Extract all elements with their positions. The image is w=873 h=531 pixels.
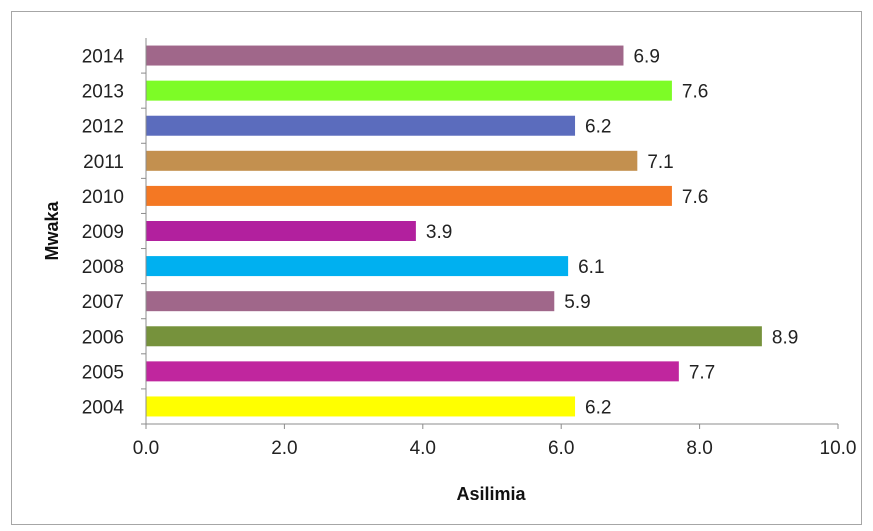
data-labels: 6.2 7.7 8.9 5.9 6.1 3.9 7.6 7.1 6.2 7.6 6.9 — [426, 47, 798, 419]
data-label-2012: 6.2 — [585, 117, 611, 138]
data-label-2014: 6.9 — [633, 47, 659, 68]
y-tick-label-2007: 2007 — [82, 292, 124, 313]
y-tick-label-2008: 2008 — [82, 257, 124, 278]
data-label-2006: 8.9 — [772, 327, 798, 348]
bar-2013 — [146, 80, 672, 101]
data-label-2008: 6.1 — [578, 257, 604, 278]
bar-2006 — [146, 326, 762, 347]
data-label-2009: 3.9 — [426, 222, 452, 243]
data-label-2011: 7.1 — [647, 152, 673, 173]
y-tick-labels: 2004 2005 2006 2007 2008 2009 2010 2011 2012 2013… — [82, 47, 146, 425]
bar-2012 — [146, 115, 576, 136]
y-tick-label-2014: 2014 — [82, 47, 125, 68]
y-tick-label-2005: 2005 — [82, 362, 124, 383]
bar-2011 — [146, 150, 638, 171]
y-tick-label-2012: 2012 — [82, 117, 124, 138]
bar-2010 — [146, 185, 672, 206]
bar-2009 — [146, 221, 416, 241]
data-label-2004: 6.2 — [585, 397, 611, 418]
y-tick-label-2011: 2011 — [83, 152, 124, 173]
y-tick-label-2013: 2013 — [82, 82, 124, 103]
x-tick-label-2.0: 2.0 — [271, 438, 297, 459]
x-tick-label-10.0: 10.0 — [820, 438, 857, 459]
data-label-2005: 7.7 — [689, 362, 715, 383]
bar-2005 — [146, 361, 679, 382]
bars — [146, 45, 762, 417]
x-tick-labels: 0.0 2.0 4.0 6.0 8.0 10.0 — [133, 424, 857, 459]
y-tick-label-2009: 2009 — [82, 222, 124, 243]
data-label-2013: 7.6 — [682, 82, 708, 103]
x-tick-label-0.0: 0.0 — [133, 438, 159, 459]
y-tick-label-2006: 2006 — [82, 327, 124, 348]
x-tick-label-8.0: 8.0 — [686, 438, 712, 459]
bar-2014 — [146, 45, 624, 66]
data-label-2010: 7.6 — [682, 187, 708, 208]
y-tick-label-2010: 2010 — [82, 187, 124, 208]
x-tick-label-4.0: 4.0 — [410, 438, 436, 459]
bar-2008 — [146, 256, 569, 277]
bar-2007 — [146, 291, 555, 312]
x-axis-title: Asilimia — [456, 484, 526, 504]
data-label-2007: 5.9 — [564, 292, 590, 313]
y-axis-title: Mwaka — [42, 200, 62, 260]
x-tick-label-6.0: 6.0 — [548, 438, 574, 459]
bar-2004 — [146, 396, 576, 417]
y-tick-label-2004: 2004 — [82, 397, 125, 418]
